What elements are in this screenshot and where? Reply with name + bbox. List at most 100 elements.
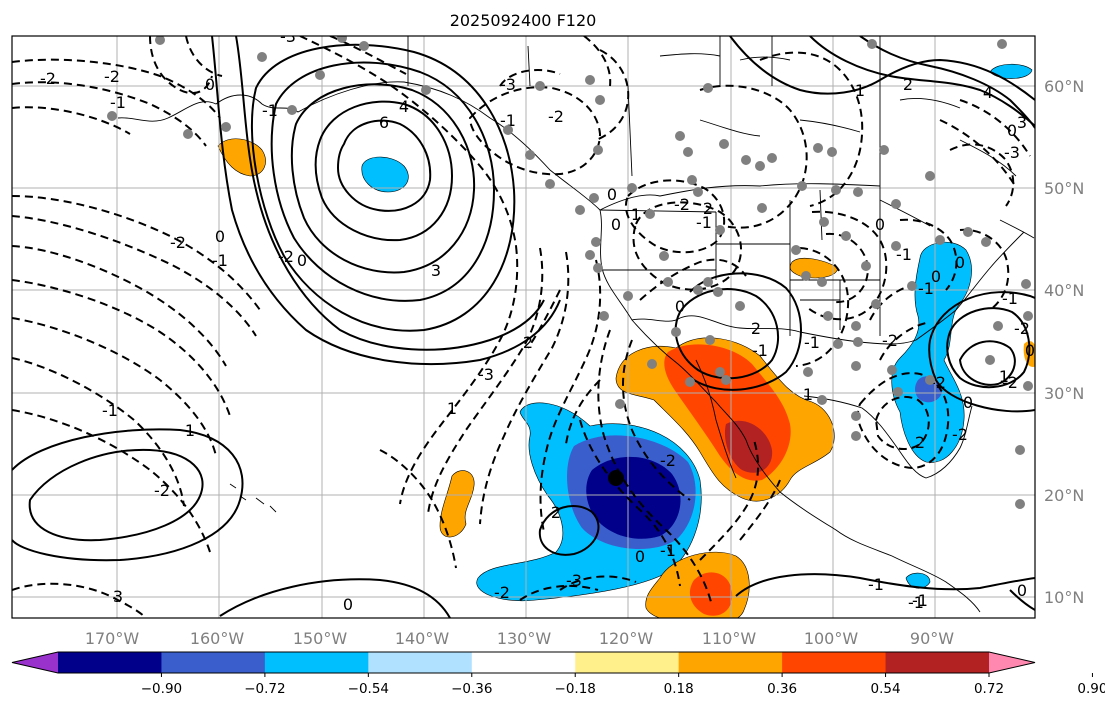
contour-label: -1 (868, 575, 884, 594)
colorbar-segment (782, 652, 887, 673)
lon-tick-label: 110°W (702, 629, 757, 648)
storm-center-marker (608, 470, 624, 486)
coastlines (117, 36, 1035, 613)
contour-label: 0 (215, 227, 225, 246)
contour-label: 0 (963, 393, 973, 412)
contour-label: -1 (696, 213, 712, 232)
shade-blue-gulf-alaska (361, 156, 409, 193)
colorbar-segment (471, 652, 576, 673)
contour-label: 1 (447, 399, 457, 418)
contour-label: 3 (431, 261, 441, 280)
colorbar-segment (575, 652, 680, 673)
lon-tick-label: 170°W (85, 629, 140, 648)
contour-label: -3 (478, 365, 494, 384)
contour-label: 0 (343, 595, 353, 614)
shade-blue-east-coast (891, 241, 972, 463)
contour-label: -1 (110, 93, 126, 112)
colorbar-segment (885, 652, 990, 673)
contour-label: 2 (903, 75, 913, 94)
contour-label: -2 (952, 425, 968, 444)
contour-label: -1 (908, 593, 924, 612)
contour-label: -1 (212, 251, 228, 270)
contour-label: -2 (1014, 319, 1030, 338)
colorbar-tick-label: −0.90 (141, 681, 182, 697)
map-background (12, 36, 1035, 618)
lon-tick-label: 140°W (395, 629, 450, 648)
contour-label: 3 (113, 587, 123, 606)
colorbar-segment (678, 652, 783, 673)
colorbar-segment (368, 652, 473, 673)
contour-label: -2 (104, 67, 120, 86)
contour-label: -3 (1004, 143, 1020, 162)
lat-tick-label: 50°N (1044, 179, 1084, 198)
lat-tick-label: 60°N (1044, 77, 1084, 96)
colorbar-tick-label: 0.18 (664, 681, 694, 697)
contour-label: 0 (675, 297, 685, 316)
contour-label: -2 (154, 481, 170, 500)
contour-label: 6 (379, 113, 389, 132)
lon-tick-label: 120°W (599, 629, 654, 648)
contour-label: -2 (548, 107, 564, 126)
contour-label: -1 (918, 279, 934, 298)
solid-contours (12, 36, 1035, 618)
lat-tick-label: 20°N (1044, 486, 1084, 505)
contour-label: 0 (297, 251, 307, 270)
colorbar-tick-label: −0.18 (555, 681, 596, 697)
colorbar-tick-label: −0.54 (348, 681, 389, 697)
colorbar-extend-high (989, 652, 1035, 673)
contour-label: 2 (703, 199, 713, 218)
contour-label: -1 (262, 101, 278, 120)
contour-label: -2 (40, 69, 56, 88)
colorbar-tick-label: 0.72 (974, 681, 1004, 697)
contour-label: 0 (1007, 121, 1017, 140)
contour-label: -3 (280, 27, 296, 46)
contour-label: -2 (882, 331, 898, 350)
contour-label: 0 (635, 547, 645, 566)
contour-label: 1 (999, 367, 1009, 386)
contour-label: 4 (399, 97, 409, 116)
contour-label: -1 (102, 401, 118, 420)
station-markers (107, 36, 1033, 509)
contour-label: -1 (912, 591, 928, 610)
lat-tick-label: 40°N (1044, 281, 1084, 300)
contour-label: 2 (551, 503, 561, 522)
contour-label: -1 (660, 541, 676, 560)
contour-label: -2 (674, 195, 690, 214)
colorbar-tick-label: −0.36 (451, 681, 492, 697)
lon-tick-label: 150°W (293, 629, 348, 648)
lat-tick-label: 30°N (1044, 384, 1084, 403)
contour-label: 0 (607, 185, 617, 204)
longitude-ticks: 170°W 160°W 150°W 140°W 130°W 120°W 110°… (85, 629, 954, 648)
contour-label: 0 (205, 75, 215, 94)
contour-label: 2 (915, 433, 925, 452)
contour-label: -1 (752, 341, 768, 360)
contour-label: 0 (611, 215, 621, 234)
colorbar-segment (161, 652, 266, 673)
colorbar-tick-label: 0.54 (871, 681, 901, 697)
contour-label: -2 (494, 583, 510, 602)
contour-label: -3 (566, 571, 582, 590)
contour-label: 2 (751, 319, 761, 338)
contour-label: -1 (804, 333, 820, 352)
figure-title: 2025092400 F120 (450, 11, 597, 30)
shade-orange-hawaii-east (439, 470, 475, 538)
contour-label: 1 (855, 81, 865, 100)
map-frame (11, 35, 1036, 619)
lon-tick-label: 90°W (910, 629, 954, 648)
contour-label: -1 (896, 245, 912, 264)
contour-label: 0 (955, 253, 965, 272)
contour-label: 1 (185, 421, 195, 440)
colorbar-outline (11, 651, 1036, 674)
latitude-ticks: 60°N 50°N 40°N 30°N 20°N 10°N (1044, 77, 1084, 607)
contour-label: -2 (1002, 373, 1018, 392)
contour-label: -2 (660, 451, 676, 470)
colorbar-tick-label: −0.72 (244, 681, 285, 697)
colorbar: −0.90 −0.72 −0.54 −0.36 −0.18 0.18 0.36 0.54 0.7… (11, 651, 1105, 697)
contour-label: 0 (875, 215, 885, 234)
shade-red-south (689, 572, 733, 616)
colorbar-segment (264, 652, 369, 673)
lon-tick-label: 100°W (804, 629, 859, 648)
